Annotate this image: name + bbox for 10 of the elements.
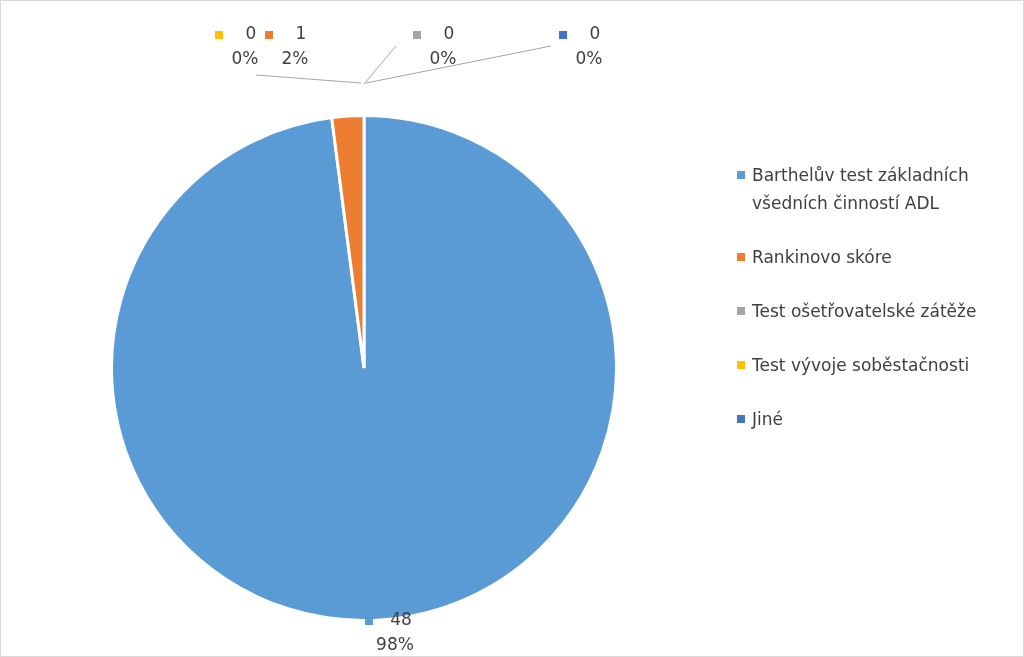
text: 0 0% <box>429 23 457 69</box>
legend-label: Test ošetřovatelské zátěže <box>752 300 977 323</box>
text: 0 0% <box>231 23 259 69</box>
legend-label: Rankinovo skóre <box>752 246 892 269</box>
data-label: 48 98% <box>376 609 414 655</box>
legend-label: Jiné <box>752 408 783 431</box>
legend-label: Barthelův test základních všedních činností ADL <box>752 164 970 215</box>
data-label: 1 2% <box>281 23 309 69</box>
legend-label: Test vývoje soběstačnosti <box>752 354 970 377</box>
text: 0 0% <box>575 23 603 69</box>
